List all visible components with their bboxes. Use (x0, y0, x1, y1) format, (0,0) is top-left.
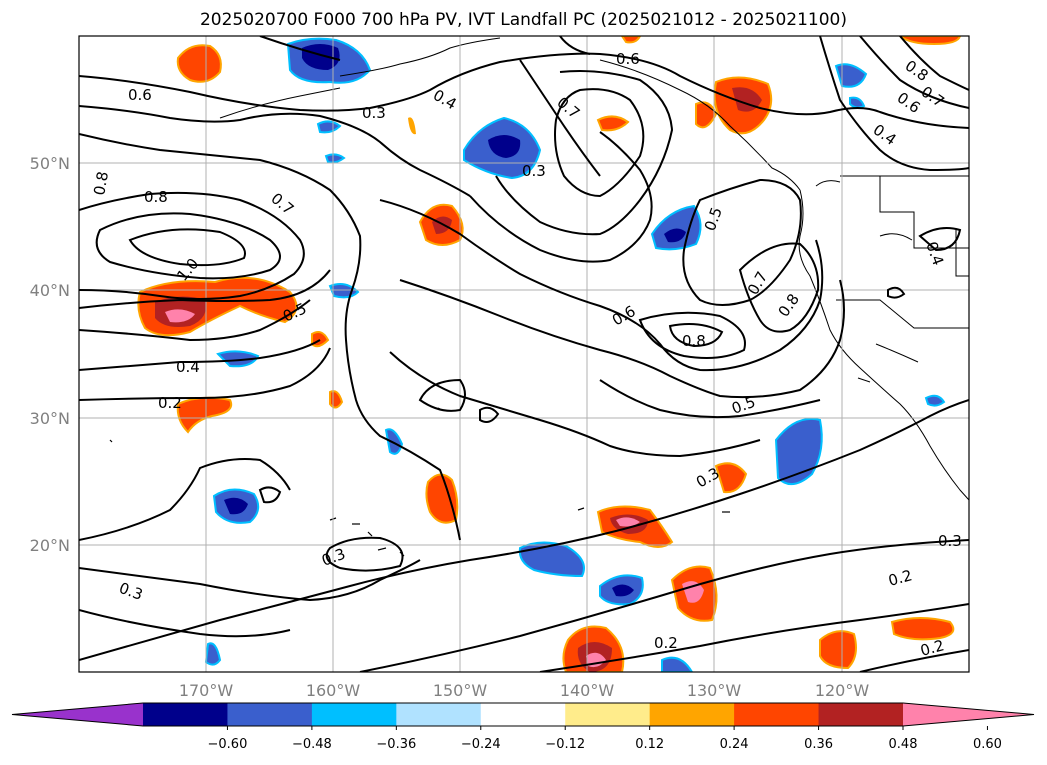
colorbar-segment (734, 703, 820, 726)
lon-label: 150°W (433, 681, 488, 700)
negative-anomaly-blob (650, 204, 702, 251)
positive-anomaly-blob (714, 462, 748, 494)
negative-anomaly-core (612, 584, 634, 597)
positive-anomaly-peak (165, 309, 195, 323)
map-frame (78, 35, 970, 673)
pv-contours (79, 36, 969, 672)
latitude-labels: 50°N 40°N 30°N 20°N (30, 154, 70, 555)
contour-label: 0.2 (918, 636, 946, 660)
contour-label: 0.4 (176, 358, 200, 376)
map-title: 2025020700 F000 700 hPa PV, IVT Landfall… (199, 10, 847, 30)
gridlines (79, 36, 969, 672)
negative-anomaly-blob (661, 656, 694, 672)
contour-label: 0.8 (144, 188, 168, 206)
lon-label: 140°W (560, 681, 615, 700)
contour-label: 0.6 (128, 86, 152, 104)
negative-anomaly-blob (216, 350, 260, 368)
positive-anomaly-blob (898, 36, 962, 46)
contour-label: 0.8 (90, 170, 112, 197)
contour-label: 0.2 (654, 634, 678, 652)
colorbar: −0.60 −0.48 −0.36 −0.24 −0.12 0.12 0.24 0.36 0.4… (11, 702, 1035, 752)
lon-label: 120°W (815, 681, 870, 700)
lat-label: 20°N (30, 536, 70, 555)
lat-label: 40°N (30, 281, 70, 300)
negative-anomaly-blob (518, 541, 585, 578)
colorbar-segment (649, 703, 735, 726)
negative-anomaly-blob (924, 394, 946, 407)
colorbar-segment (311, 703, 397, 726)
positive-anomaly-blob (176, 44, 222, 83)
positive-anomaly-peak (616, 517, 640, 527)
negative-anomaly-blob (849, 96, 866, 109)
lat-label: 30°N (30, 409, 70, 428)
contour-label: 0.3 (522, 162, 546, 180)
positive-anomaly-blob (819, 630, 857, 670)
positive-anomaly-blob (408, 117, 416, 135)
colorbar-tick-label: −0.36 (376, 737, 416, 752)
negative-anomaly-core (664, 228, 686, 243)
negative-anomaly-blob (204, 642, 222, 666)
colorbar-segment (565, 703, 651, 726)
negative-anomaly-core (224, 497, 248, 515)
contour-label: 0.2 (158, 394, 182, 412)
colorbar-tick-label: 0.36 (804, 737, 833, 752)
lon-label: 170°W (179, 681, 234, 700)
positive-anomaly-blob (890, 617, 955, 641)
pv-shading (137, 36, 962, 672)
negative-anomaly-blob (324, 153, 346, 164)
colorbar-tick-label: 0.24 (720, 737, 749, 752)
negative-anomaly-core (302, 44, 340, 70)
positive-anomaly-blob (596, 115, 630, 132)
negative-anomaly-core (488, 135, 521, 158)
colorbar-segment (480, 703, 566, 726)
contour-label: 0.3 (938, 532, 962, 550)
colorbar-extend-high (903, 703, 1034, 726)
contour-label: 0.3 (362, 104, 386, 122)
colorbar-tick-label: −0.12 (545, 737, 585, 752)
colorbar-tick-label: 0.12 (635, 737, 664, 752)
negative-anomaly-blob (834, 63, 868, 88)
contour-label: 0.6 (616, 50, 640, 68)
negative-anomaly-blob (774, 418, 823, 485)
contour-label: 0.8 (682, 332, 706, 350)
lon-label: 160°W (306, 681, 361, 700)
negative-anomaly-blob (384, 428, 404, 455)
negative-anomaly-blob (316, 120, 342, 134)
colorbar-segment (818, 703, 904, 726)
colorbar-extend-low (12, 703, 143, 726)
lon-label: 130°W (687, 681, 742, 700)
colorbar-segment (227, 703, 313, 726)
longitude-labels: 170°W 160°W 150°W 140°W 130°W 120°W (179, 681, 870, 700)
colorbar-outline (11, 702, 1035, 727)
lat-label: 50°N (30, 154, 70, 173)
colorbar-tick-label: −0.48 (292, 737, 332, 752)
positive-anomaly-core (682, 581, 704, 603)
colorbar-segment (396, 703, 482, 726)
colorbar-segment (143, 703, 228, 726)
colorbar-tick-label: 0.60 (973, 737, 1002, 752)
colorbar-tick-label: −0.60 (208, 737, 248, 752)
contour-label: 0.2 (886, 566, 914, 590)
colorbar-tick-label: −0.24 (461, 737, 501, 752)
colorbar-tick-label: 0.48 (889, 737, 918, 752)
